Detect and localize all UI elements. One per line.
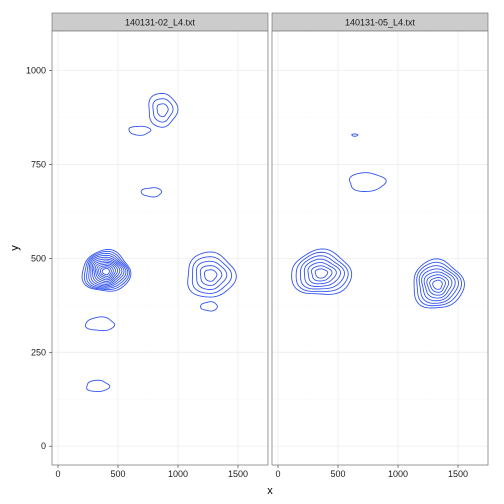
contour-cluster xyxy=(200,301,218,312)
contour-lines xyxy=(291,133,465,309)
panel-background xyxy=(272,31,488,465)
contour-cluster xyxy=(348,172,387,192)
contour-line xyxy=(152,98,174,123)
x-tick-label: 1000 xyxy=(388,469,408,479)
x-tick-label: 0 xyxy=(55,469,60,479)
contour-line xyxy=(413,258,465,309)
contour-cluster xyxy=(187,251,237,298)
contour-cluster xyxy=(85,316,116,332)
contour-line xyxy=(81,249,132,292)
contour-line xyxy=(416,261,463,307)
contour-line xyxy=(421,268,456,302)
y-tick-label: 1000 xyxy=(26,65,46,75)
contour-line xyxy=(156,103,169,118)
x-axis-title: x xyxy=(267,485,273,497)
contour-line xyxy=(100,266,112,277)
x-tick-label: 1000 xyxy=(168,469,188,479)
x-tick-label: 0 xyxy=(275,469,280,479)
contour-line xyxy=(311,265,333,282)
y-axis-ticks: 0 250 500 750 1000 xyxy=(26,65,52,451)
contour-line xyxy=(429,276,446,293)
contour-line xyxy=(418,265,459,304)
panel-border xyxy=(271,30,489,466)
x-axis-ticks: 0 500 1000 1500 xyxy=(55,465,248,479)
contour-line xyxy=(295,251,349,292)
facet-strip-label: 140131-05_L4.txt xyxy=(345,18,416,28)
contour-line xyxy=(83,250,130,291)
y-axis-title: y xyxy=(9,245,21,251)
contour-cluster xyxy=(148,92,179,128)
contour-line xyxy=(88,254,127,288)
contour-line xyxy=(314,268,329,279)
panel-2: 140131-05_L4.txt 0 500 1000 1500 xyxy=(271,12,489,479)
contour-line xyxy=(307,262,337,285)
contour-line xyxy=(200,301,218,312)
contour-line xyxy=(96,263,116,281)
contour-cluster xyxy=(291,248,353,295)
contour-line xyxy=(291,248,353,295)
contour-line xyxy=(86,379,111,392)
facet-strip-label: 140131-02_L4.txt xyxy=(125,18,196,28)
contour-line xyxy=(85,316,116,332)
panels-layer: 140131-02_L4.txt 0 500 1000 1500 0 250 500 750 10… xyxy=(26,12,489,479)
contour-line xyxy=(86,252,129,289)
panel-background xyxy=(52,31,268,465)
panel-border xyxy=(51,30,269,466)
contour-line xyxy=(90,256,125,287)
contour-line xyxy=(148,92,179,128)
facet-strip: 140131-05_L4.txt xyxy=(271,12,489,32)
contour-cluster xyxy=(351,133,359,137)
contour-line xyxy=(191,256,233,294)
facet-strip: 140131-02_L4.txt xyxy=(51,12,269,32)
x-axis-ticks: 0 500 1000 1500 xyxy=(275,465,468,479)
contour-line xyxy=(426,274,450,296)
y-tick-label: 250 xyxy=(31,347,46,357)
contour-line xyxy=(351,133,359,137)
contour-cluster xyxy=(86,379,111,392)
contour-line xyxy=(93,260,121,284)
contour-line xyxy=(98,264,114,279)
contour-line xyxy=(432,279,443,290)
x-axis-label: x xyxy=(267,485,273,497)
contour-line xyxy=(300,255,345,290)
x-tick-label: 1500 xyxy=(228,469,248,479)
contour-line xyxy=(348,172,387,192)
contour-line xyxy=(91,258,123,285)
contour-line xyxy=(199,265,223,287)
contour-line xyxy=(203,269,218,282)
contour-cluster xyxy=(140,187,163,198)
grid-lines xyxy=(52,31,268,465)
contour-cluster xyxy=(128,125,152,136)
grid-lines xyxy=(272,31,488,465)
contour-line xyxy=(187,251,237,298)
contour-cluster xyxy=(81,249,132,292)
contour-line xyxy=(140,187,163,198)
y-tick-label: 750 xyxy=(31,159,46,169)
contour-line xyxy=(303,258,341,287)
contour-line xyxy=(195,260,228,291)
panel-1: 140131-02_L4.txt 0 500 1000 1500 0 250 500 750 10… xyxy=(26,12,269,479)
y-tick-label: 500 xyxy=(31,253,46,263)
contour-line xyxy=(94,262,119,282)
contour-cluster xyxy=(413,258,465,309)
contour-line xyxy=(128,125,152,136)
contour-lines xyxy=(81,92,237,392)
x-tick-label: 1500 xyxy=(448,469,468,479)
x-tick-label: 500 xyxy=(330,469,345,479)
contour-line xyxy=(423,271,453,299)
y-tick-label: 0 xyxy=(41,441,46,451)
contour-line xyxy=(101,267,110,276)
y-axis-label: y xyxy=(9,245,21,251)
x-tick-label: 500 xyxy=(110,469,125,479)
